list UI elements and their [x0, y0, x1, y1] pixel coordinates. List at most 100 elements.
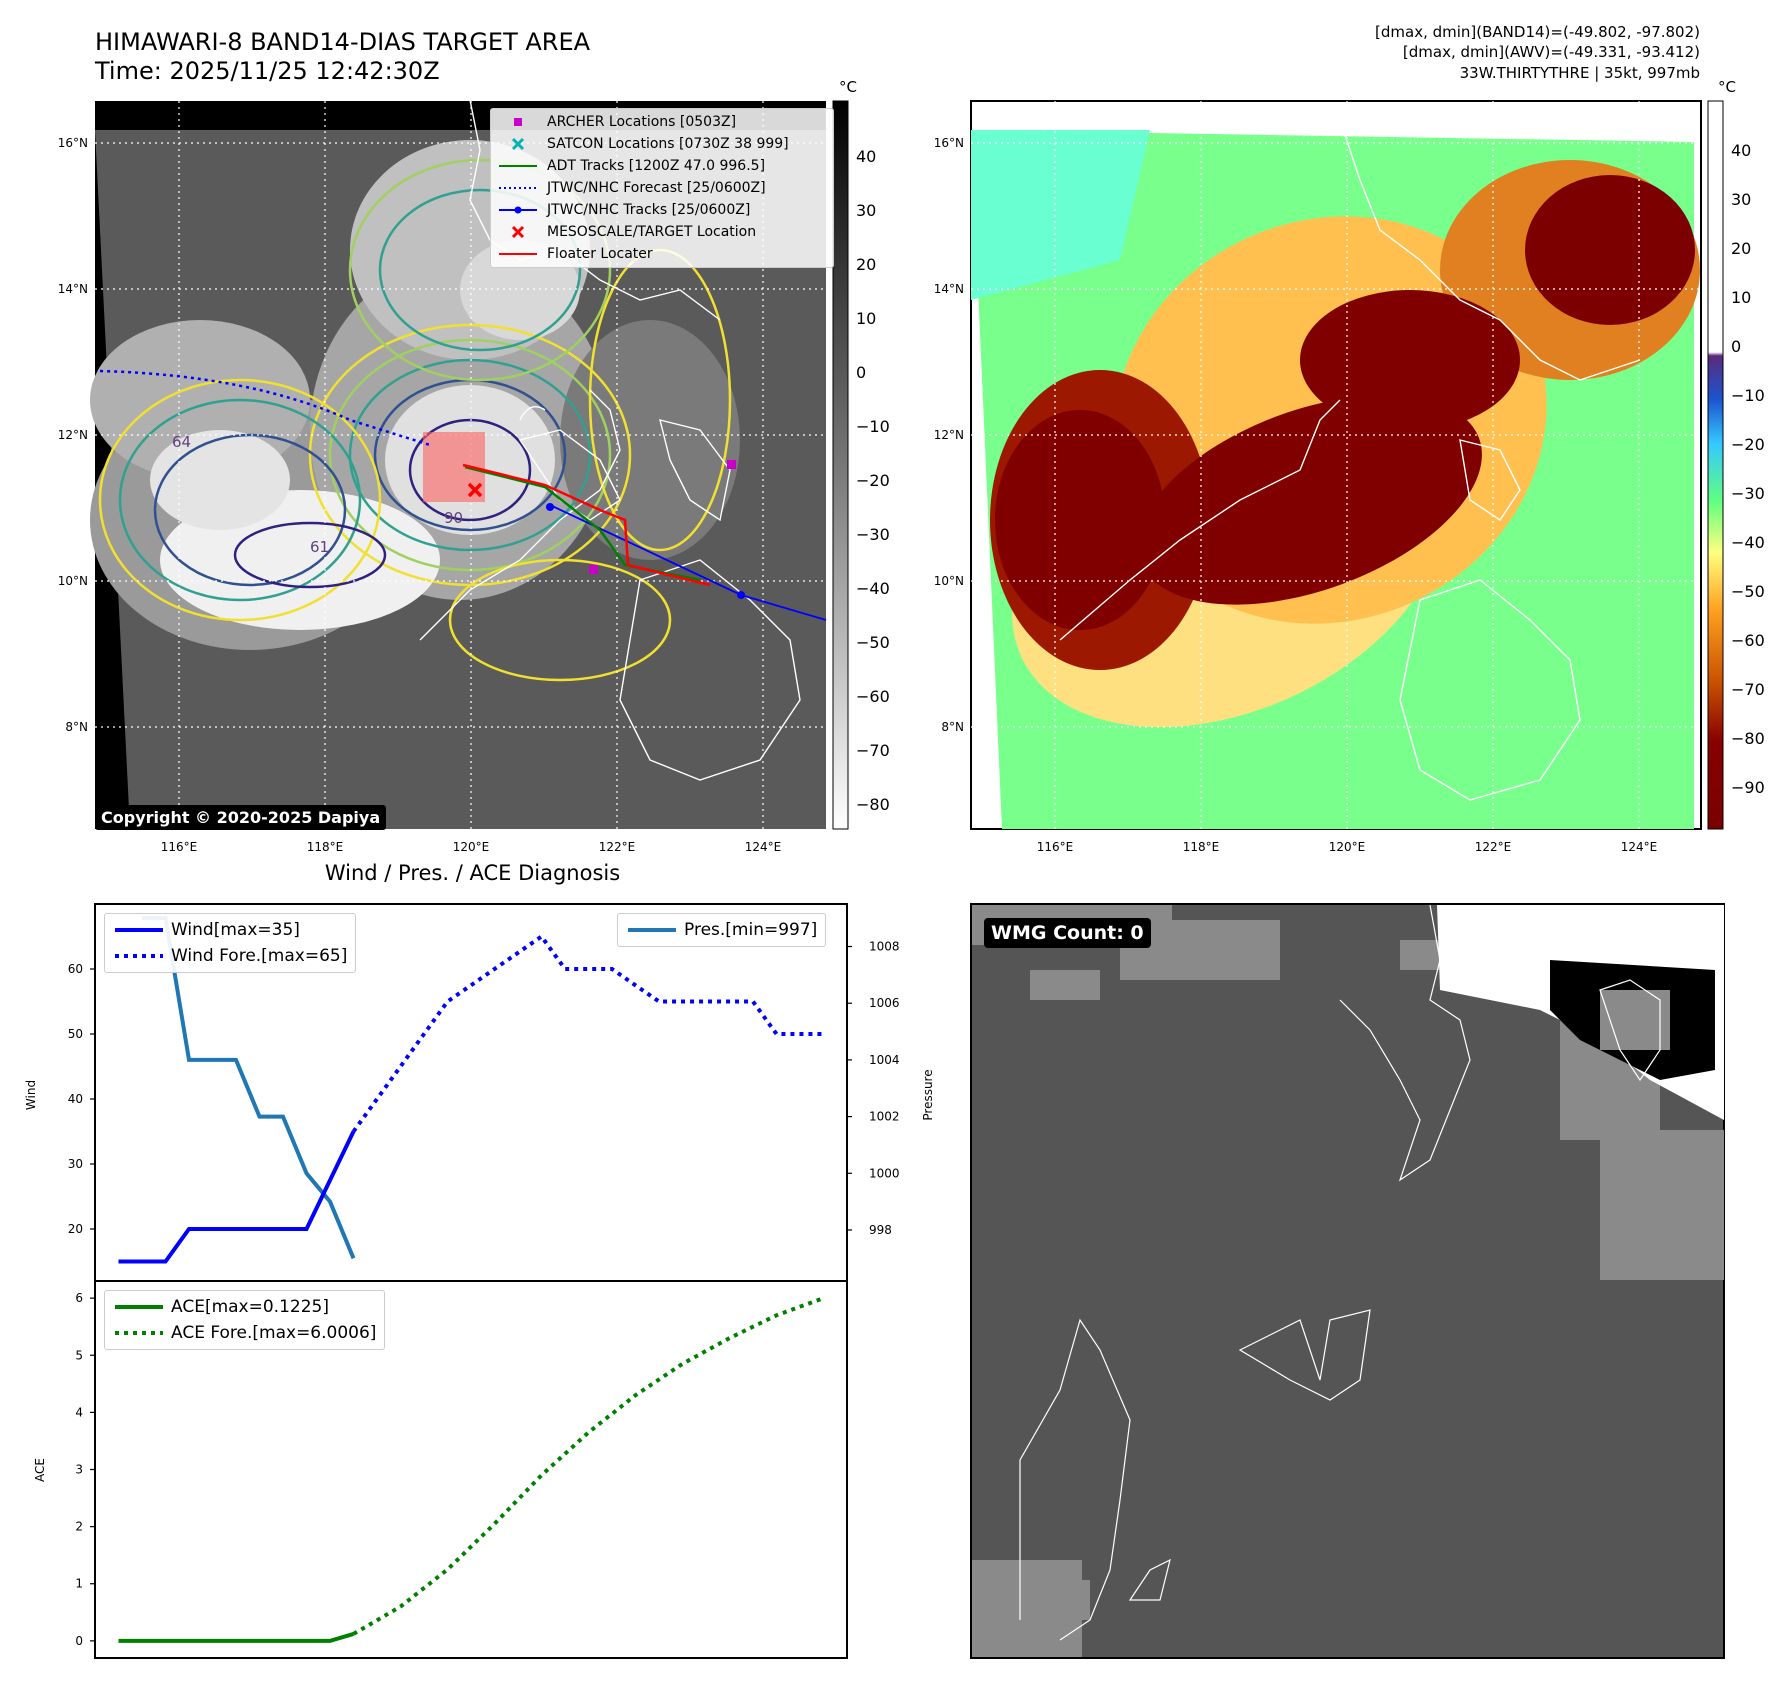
svg-text:20: 20: [1731, 239, 1751, 258]
ir-map-legend: ARCHER Locations [0503Z] SATCON Locations…: [490, 108, 834, 268]
pressure-ylabel: Pressure: [921, 1069, 935, 1120]
ace-forecast-legend-label: ACE Fore.[max=6.0006]: [171, 1323, 377, 1343]
ir-colorbar: [832, 100, 849, 830]
legend-label: ADT Tracks [1200Z 47.0 996.5]: [547, 158, 766, 174]
ytick-label: 1006: [869, 996, 900, 1010]
jtwc-track-point: [546, 503, 554, 511]
pressure-yticks: 998 1000 1002 1004 1006 1008: [847, 940, 900, 1237]
ir-lon-120: 120°E: [453, 840, 490, 854]
legend-label: ARCHER Locations [0503Z]: [547, 114, 737, 130]
ytick-label: 2: [75, 1520, 83, 1534]
legend-label: SATCON Locations [0730Z 38 999]: [547, 136, 789, 152]
ir-lon-122: 122°E: [599, 840, 636, 854]
diagnosis-lines: [118, 916, 825, 1643]
dias-lon-118: 118°E: [1183, 840, 1220, 854]
legend-marker-icon: [499, 253, 537, 255]
svg-text:−20: −20: [856, 471, 890, 490]
ytick-label: 1002: [869, 1110, 900, 1124]
legend-label: JTWC/NHC Forecast [25/0600Z]: [547, 180, 766, 196]
ir-lat-10: 10°N: [58, 574, 88, 588]
wind-forecast-legend-label: Wind Fore.[max=65]: [171, 946, 348, 966]
svg-text:−70: −70: [856, 741, 890, 760]
ir-lat-14: 14°N: [58, 282, 88, 296]
ytick-label: 6: [75, 1291, 83, 1305]
dias-colorbar-unit: °C: [1718, 78, 1736, 96]
jtwc-track-point: [737, 591, 745, 599]
ace-legend-label: ACE[max=0.1225]: [171, 1297, 329, 1317]
svg-text:−40: −40: [1731, 533, 1765, 552]
dias-lat-10: 10°N: [934, 574, 964, 588]
ir-colorbar-unit: °C: [839, 78, 857, 96]
archer-marker: [589, 565, 598, 574]
legend-label: Floater Locater: [547, 246, 653, 262]
svg-text:10: 10: [856, 309, 876, 328]
jtwc-forecast-track: [99, 369, 431, 447]
svg-text:−20: −20: [1731, 435, 1765, 454]
svg-text:−80: −80: [856, 795, 890, 814]
ytick-label: 3: [75, 1463, 83, 1477]
legend-label: MESOSCALE/TARGET Location: [547, 224, 757, 240]
svg-text:−40: −40: [856, 579, 890, 598]
ytick-label: 5: [75, 1348, 83, 1362]
stat-band14: [dmax, dmin](BAND14)=(-49.802, -97.802): [1375, 23, 1700, 41]
dias-lat-12: 12°N: [934, 428, 964, 442]
ir-lat-16: 16°N: [58, 136, 88, 150]
target-location-marker: [467, 482, 483, 498]
wind-legend: Wind[max=35] Wind Fore.[max=65]: [104, 913, 357, 973]
wind-yticks: 20 30 40 50 60: [68, 962, 95, 1236]
pressure-line: [142, 916, 356, 1260]
svg-text:40: 40: [1731, 141, 1751, 160]
svg-text:−80: −80: [1731, 729, 1765, 748]
legend-item: JTWC/NHC Forecast [25/0600Z]: [497, 177, 827, 199]
legend-marker-icon: [511, 137, 525, 151]
ace-forecast-line: [352, 1296, 825, 1636]
dias-lon-116: 116°E: [1037, 840, 1074, 854]
ir-lon-116: 116°E: [161, 840, 198, 854]
wind-forecast-line: [351, 933, 824, 1133]
legend-item: ARCHER Locations [0503Z]: [497, 111, 827, 133]
dias-colorbar-ticks: 40 30 20 10 0 −10 −20 −30 −40 −50 −60 −7…: [1731, 141, 1765, 797]
svg-text:−60: −60: [856, 687, 890, 706]
dias-lat-14: 14°N: [934, 282, 964, 296]
svg-text:−10: −10: [1731, 386, 1765, 405]
ace-legend: ACE[max=0.1225] ACE Fore.[max=6.0006]: [104, 1290, 386, 1350]
floater-locater-path: [462, 463, 711, 587]
legend-item: Floater Locater: [497, 243, 827, 265]
wmg-coastlines: [1019, 904, 1661, 1641]
svg-text:0: 0: [856, 363, 866, 382]
ace-line: [118, 1631, 355, 1643]
svg-text:−60: −60: [1731, 631, 1765, 650]
ytick-label: 0: [75, 1634, 83, 1648]
ytick-label: 50: [68, 1027, 83, 1041]
copyright-label: Copyright © 2020-2025 Dapiya: [95, 805, 387, 830]
legend-item: JTWC/NHC Tracks [25/0600Z]: [497, 199, 827, 221]
svg-text:−50: −50: [1731, 582, 1765, 601]
ir-contours: [98, 158, 732, 682]
svg-text:−50: −50: [856, 633, 890, 652]
dias-lon-120: 120°E: [1329, 840, 1366, 854]
dias-colorbar: [1707, 100, 1724, 830]
figure-time: Time: 2025/11/25 12:42:30Z: [95, 57, 440, 85]
legend-item: ADT Tracks [1200Z 47.0 996.5]: [497, 155, 827, 177]
dias-coastlines: [1059, 119, 1641, 801]
wind-ylabel: Wind: [24, 1080, 38, 1110]
ytick-label: 998: [869, 1223, 892, 1237]
stat-awv: [dmax, dmin](AWV)=(-49.331, -93.412): [1402, 43, 1700, 61]
ytick-label: 1008: [869, 940, 900, 954]
archer-marker: [727, 460, 736, 469]
svg-text:0: 0: [1731, 337, 1741, 356]
pressure-legend-label: Pres.[min=997]: [684, 920, 818, 940]
diagnosis-title: Wind / Pres. / ACE Diagnosis: [324, 861, 621, 885]
dias-lat-16: 16°N: [934, 136, 964, 150]
svg-text:30: 30: [1731, 190, 1751, 209]
legend-marker-icon: [499, 187, 537, 189]
storm-info: 33W.THIRTYTHRE | 35kt, 997mb: [1459, 64, 1700, 82]
ytick-label: 30: [68, 1157, 83, 1171]
legend-item: SATCON Locations [0730Z 38 999]: [497, 133, 827, 155]
svg-text:−30: −30: [856, 525, 890, 544]
ytick-label: 40: [68, 1092, 83, 1106]
svg-text:40: 40: [856, 147, 876, 166]
legend-marker-icon: [499, 165, 537, 167]
legend-item: MESOSCALE/TARGET Location: [497, 221, 827, 243]
legend-label: JTWC/NHC Tracks [25/0600Z]: [547, 202, 751, 218]
